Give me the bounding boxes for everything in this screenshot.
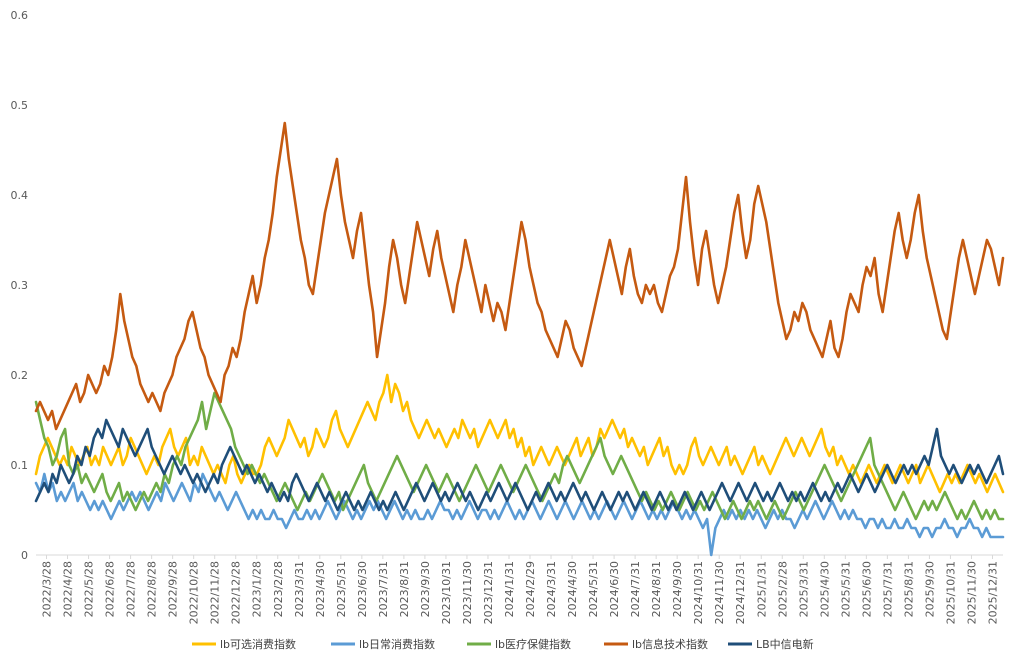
x-tick-label: 2024/4/30	[566, 561, 579, 617]
x-tick-label: 2022/6/28	[104, 561, 117, 617]
x-tick-label: 2025/3/31	[797, 561, 810, 617]
x-tick-label: 2023/4/30	[314, 561, 327, 617]
series-line-1	[34, 472, 1005, 557]
x-tick-label: 2024/6/30	[608, 561, 621, 617]
y-axis: 0 0.1 0.2 0.3 0.4 0.5 0.6	[11, 9, 29, 562]
y-tick-label: 0.5	[11, 99, 29, 112]
x-tick-label: 2025/11/30	[965, 561, 978, 624]
x-tick-label: 2024/1/31	[503, 561, 516, 617]
x-tick-label: 2023/7/31	[377, 561, 390, 617]
x-tick-label: 2025/10/31	[944, 561, 957, 624]
x-tick-label: 2022/11/28	[209, 561, 222, 624]
legend-label: lb日常消费指数	[359, 637, 435, 651]
y-tick-label: 0.3	[11, 279, 29, 292]
x-tick-label: 2022/7/28	[125, 561, 138, 617]
x-tick-label: 2024/2/29	[524, 561, 537, 617]
series-line-3	[34, 121, 1005, 431]
x-tick-label: 2025/4/30	[818, 561, 831, 617]
x-tick-label: 2025/5/31	[839, 561, 852, 617]
x-tick-label: 2023/12/31	[482, 561, 495, 624]
y-tick-label: 0.4	[11, 189, 29, 202]
x-tick-label: 2025/2/28	[776, 561, 789, 617]
x-tick-label: 2024/5/31	[587, 561, 600, 617]
series-layer	[34, 121, 1005, 557]
legend: lb可选消费指数 lb日常消费指数 lb医疗保健指数 lb信息技术指数 LB中信电新	[192, 637, 814, 651]
series-line-4	[34, 418, 1005, 512]
x-tick-label: 2023/9/30	[419, 561, 432, 617]
x-tick-label: 2024/10/31	[692, 561, 705, 624]
x-tick-label: 2022/8/28	[146, 561, 159, 617]
x-tick-label: 2023/1/28	[251, 561, 264, 617]
x-tick-label: 2025/12/31	[986, 561, 999, 624]
y-tick-label: 0	[21, 549, 28, 562]
x-tick-label: 2025/1/31	[755, 561, 768, 617]
x-tick-label: 2025/7/31	[881, 561, 894, 617]
x-tick-label: 2023/8/31	[398, 561, 411, 617]
x-tick-label: 2023/11/30	[461, 561, 474, 624]
legend-label: lb医疗保健指数	[495, 637, 571, 651]
x-tick-label: 2023/3/31	[293, 561, 306, 617]
x-tick-label: 2024/7/31	[629, 561, 642, 617]
x-tick-label: 2023/6/30	[356, 561, 369, 617]
x-tick-label: 2025/8/31	[902, 561, 915, 617]
x-tick-label: 2023/5/31	[335, 561, 348, 617]
x-tick-label: 2024/11/30	[713, 561, 726, 624]
series-line-2	[34, 391, 1005, 521]
series-line-0	[34, 373, 1005, 494]
legend-label: lb信息技术指数	[632, 637, 708, 651]
x-tick-label: 2025/9/30	[923, 561, 936, 617]
x-tick-label: 2024/3/31	[545, 561, 558, 617]
y-tick-label: 0.6	[11, 9, 29, 22]
x-tick-label: 2022/4/28	[62, 561, 75, 617]
x-tick-label: 2022/5/28	[83, 561, 96, 617]
legend-label: lb可选消费指数	[220, 637, 296, 651]
legend-label: LB中信电新	[756, 637, 814, 651]
x-tick-label: 2022/10/28	[188, 561, 201, 624]
x-tick-label: 2024/12/31	[734, 561, 747, 624]
x-tick-label: 2024/9/30	[671, 561, 684, 617]
x-tick-label: 2025/6/30	[860, 561, 873, 617]
y-tick-label: 0.2	[11, 369, 29, 382]
x-tick-label: 2022/12/28	[230, 561, 243, 624]
x-axis: 2022/3/28 2022/4/28 2022/5/28 2022/6/28 2022…	[36, 554, 1003, 624]
x-tick-label: 2023/2/28	[272, 561, 285, 617]
x-tick-label: 2024/8/31	[650, 561, 663, 617]
y-tick-label: 0.1	[11, 459, 29, 472]
x-tick-label: 2022/9/28	[167, 561, 180, 617]
x-tick-label: 2023/10/31	[440, 561, 453, 624]
x-tick-label: 2022/3/28	[41, 561, 54, 617]
